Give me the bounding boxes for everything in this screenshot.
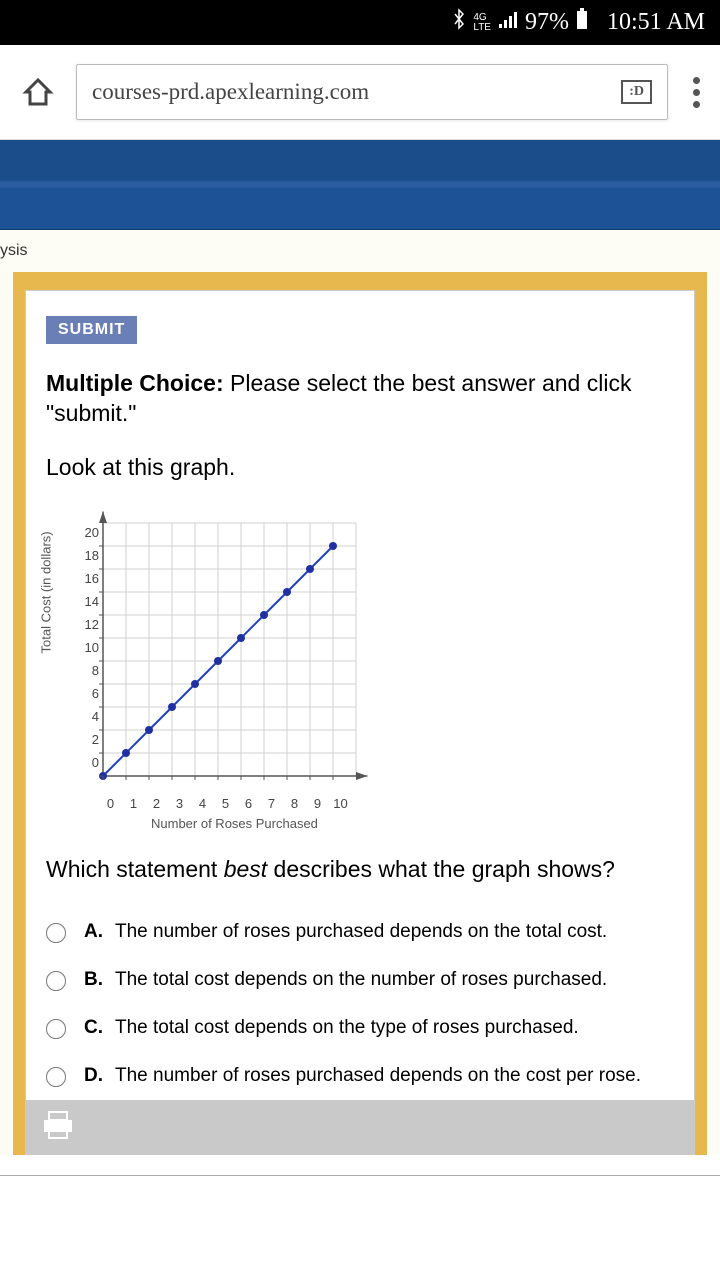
choice-A[interactable]: A. The number of roses purchased depends … [46, 908, 674, 956]
battery-icon [575, 8, 589, 37]
android-status-bar: 4GLTE 97% 10:51 AM [0, 0, 720, 45]
choice-D[interactable]: D. The number of roses purchased depends … [46, 1052, 674, 1100]
tab-count-badge[interactable]: :D [621, 80, 652, 104]
print-toolbar [26, 1100, 694, 1155]
choice-radio-2[interactable] [46, 1019, 66, 1039]
browser-toolbar: courses-prd.apexlearning.com :D [0, 45, 720, 140]
status-icons: 4GLTE 97% [451, 8, 589, 37]
choice-letter: D. [84, 1065, 103, 1087]
gold-border: SUBMIT Multiple Choice: Please select th… [13, 272, 707, 1155]
choice-letter: B. [84, 969, 103, 991]
overflow-menu-icon[interactable] [693, 77, 700, 108]
bluetooth-icon [451, 8, 467, 37]
battery-pct: 97% [525, 9, 569, 36]
choice-letter: C. [84, 1017, 103, 1039]
choice-letter: A. [84, 921, 103, 943]
y-ticks: 20181614121086420 [79, 521, 99, 774]
graph: Total Cost (in dollars) 2018161412108642… [51, 511, 381, 831]
mc-prefix: Multiple Choice: [46, 370, 224, 396]
signal-icon [497, 9, 519, 37]
choice-text: The total cost depends on the type of ro… [115, 1017, 579, 1039]
print-icon[interactable] [41, 1110, 75, 1145]
choice-radio-3[interactable] [46, 1067, 66, 1087]
choice-C[interactable]: C. The total cost depends on the type of … [46, 1004, 674, 1052]
question-prompt: Which statement best describes what the … [46, 856, 674, 883]
breadcrumb: ysis [0, 230, 720, 272]
clock: 10:51 AM [607, 9, 705, 36]
home-icon[interactable] [20, 74, 56, 110]
network-lte-icon: 4GLTE [473, 13, 491, 33]
x-ticks: 012345678910 [99, 796, 352, 811]
x-axis-label: Number of Roses Purchased [151, 816, 318, 831]
submit-button[interactable]: SUBMIT [46, 316, 137, 344]
url-bar[interactable]: courses-prd.apexlearning.com :D [76, 64, 668, 120]
look-at-graph: Look at this graph. [46, 454, 674, 481]
chart-svg [51, 511, 381, 801]
choice-text: The number of roses purchased depends on… [115, 1065, 641, 1087]
y-axis-label: Total Cost (in dollars) [39, 531, 54, 653]
url-text: courses-prd.apexlearning.com [92, 79, 369, 105]
choices: A. The number of roses purchased depends … [46, 908, 674, 1100]
bottom-divider [0, 1175, 720, 1176]
choice-text: The total cost depends on the number of … [115, 969, 607, 991]
question-panel: SUBMIT Multiple Choice: Please select th… [25, 290, 695, 1155]
choice-radio-1[interactable] [46, 971, 66, 991]
choice-B[interactable]: B. The total cost depends on the number o… [46, 956, 674, 1004]
site-header-banner [0, 140, 720, 230]
question-instruction: Multiple Choice: Please select the best … [46, 369, 674, 429]
choice-text: The number of roses purchased depends on… [115, 921, 607, 943]
choice-radio-0[interactable] [46, 923, 66, 943]
content-wrap: SUBMIT Multiple Choice: Please select th… [0, 272, 720, 1155]
